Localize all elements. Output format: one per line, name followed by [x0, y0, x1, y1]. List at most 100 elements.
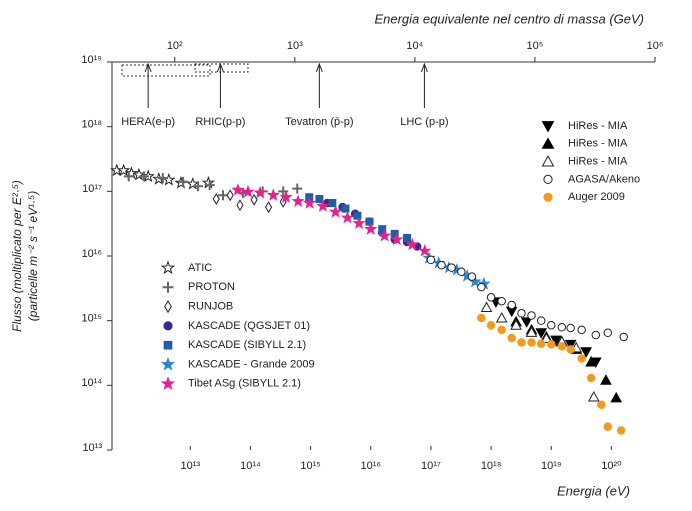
data-point: [616, 426, 626, 435]
data-point: [520, 317, 533, 328]
y-tick-label: 10¹³: [82, 442, 102, 454]
x-axis-title: Energia (eV): [557, 483, 630, 498]
legend-marker: [543, 192, 553, 202]
legend-marker: [541, 121, 555, 133]
legend-marker: [160, 376, 176, 390]
data-point: [218, 190, 229, 201]
x2-axis-title: Energia equivalente nel centro di massa …: [374, 11, 644, 26]
data-point: [315, 195, 324, 204]
data-point: [390, 232, 404, 246]
rhic-range: [194, 63, 249, 73]
data-point: [231, 183, 245, 196]
data-point: [517, 338, 526, 347]
data-point: [619, 332, 628, 342]
data-point: [600, 374, 612, 385]
annotation-label: LHC (p-p): [400, 116, 448, 128]
data-point: [557, 323, 567, 332]
data-point: [486, 293, 496, 302]
x-tick-label: 10¹⁶: [361, 460, 381, 472]
legend-label: HiRes - MIA: [568, 156, 628, 168]
data-point: [480, 301, 493, 312]
legend-label: Auger 2009: [568, 191, 625, 203]
annotation-label: Tevatron (p̄-p): [285, 116, 353, 128]
legend-marker: [163, 321, 173, 331]
data-point: [580, 347, 592, 358]
data-point: [535, 328, 548, 339]
arrow-head: [144, 62, 152, 73]
legend-marker: [541, 155, 555, 167]
legend-label: KASCADE (SIBYLL 2.1): [188, 339, 306, 351]
data-point: [547, 340, 556, 349]
data-point: [507, 333, 516, 343]
data-point: [123, 171, 134, 182]
data-point: [540, 332, 553, 343]
y-tick-label: 10¹⁴: [81, 377, 102, 389]
legend-label: HiRes - MIA: [568, 120, 628, 132]
data-point: [610, 391, 623, 403]
data-point: [497, 325, 506, 335]
arrow-head: [315, 62, 323, 73]
data-point: [527, 338, 536, 347]
y-tick-label: 10¹⁵: [82, 313, 102, 325]
legend-marker: [160, 260, 176, 275]
annotation-label: RHIC(p-p): [195, 116, 245, 128]
data-point: [507, 300, 516, 310]
data-point: [138, 171, 149, 182]
x-tick-label: 10¹⁸: [481, 460, 502, 472]
data-point: [279, 190, 293, 203]
data-point: [328, 199, 337, 208]
data-point: [477, 282, 486, 292]
data-point: [457, 267, 466, 277]
hera-range: [121, 64, 211, 77]
x2-tick-label: 10⁵: [527, 40, 544, 52]
data-point: [525, 326, 538, 337]
x-tick-label: 10¹⁹: [541, 460, 562, 472]
data-point: [264, 201, 273, 214]
data-point: [377, 228, 392, 242]
data-point: [132, 167, 146, 181]
x-tick-label: 10²⁰: [601, 460, 622, 472]
data-point: [340, 210, 355, 224]
data-point: [328, 204, 343, 218]
data-point: [486, 320, 496, 330]
data-point: [585, 355, 597, 367]
data-point: [178, 176, 189, 187]
y-axis-title: (particelle m⁻² s⁻¹ eV¹·⁵): [26, 191, 40, 321]
legend-label: ATIC: [188, 262, 212, 274]
y-tick-label: 10¹⁶: [82, 248, 102, 260]
data-point: [517, 309, 526, 318]
data-point: [447, 263, 456, 272]
data-point: [497, 296, 506, 306]
legend-marker: [541, 137, 555, 149]
data-point: [495, 311, 508, 323]
data-point: [536, 316, 546, 325]
legend-label: AGASA/Akeno: [568, 173, 640, 185]
data-point: [603, 422, 613, 431]
data-point: [591, 330, 601, 340]
data-point: [266, 188, 280, 201]
x2-tick-label: 10³: [287, 40, 303, 52]
legend-marker: [162, 281, 174, 293]
data-point: [467, 272, 477, 281]
legend-label: KASCADE - Grande 2009: [188, 358, 315, 370]
data-point: [365, 217, 374, 226]
data-point: [564, 339, 577, 351]
data-point: [316, 199, 330, 212]
data-point: [250, 193, 258, 206]
legend-label: PROTON: [188, 281, 235, 293]
data-point: [587, 390, 600, 402]
x2-tick-label: 10⁶: [647, 40, 664, 52]
legend-marker: [160, 356, 176, 371]
data-point: [566, 345, 575, 354]
x-tick-label: 10¹⁵: [300, 460, 320, 472]
data-point: [566, 323, 575, 333]
data-point: [577, 354, 586, 363]
arrow-head: [420, 62, 428, 73]
data-point: [527, 311, 536, 320]
y-tick-label: 10¹⁹: [81, 54, 102, 66]
data-point: [116, 163, 131, 177]
data-point: [236, 199, 244, 212]
x-tick-label: 10¹⁷: [421, 460, 441, 472]
data-point: [510, 319, 522, 330]
